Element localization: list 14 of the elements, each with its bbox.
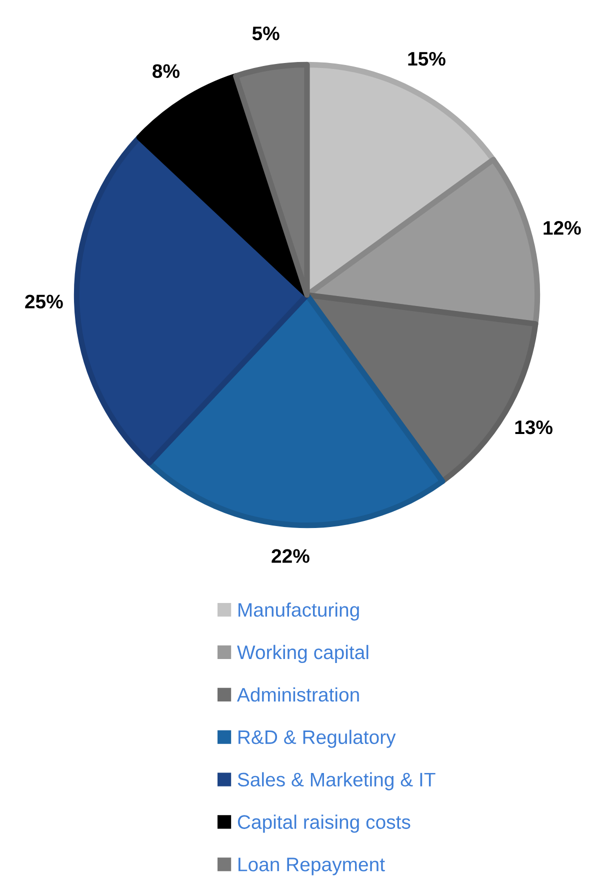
data-label: 8% — [152, 64, 180, 78]
legend-label: Sales & Marketing & IT — [238, 772, 436, 790]
data-label: 13% — [515, 420, 552, 434]
data-label: 5% — [252, 26, 280, 40]
legend-label: Working capital — [237, 644, 368, 664]
legend-label: Capital raising costs — [238, 814, 410, 833]
legend-label: Administration — [236, 687, 359, 702]
data-label: 12% — [544, 220, 581, 235]
legend-label: Loan Repayment — [238, 858, 385, 876]
legend-label: Manufacturing — [238, 602, 359, 621]
data-label: 25% — [25, 294, 63, 308]
data-label: 15% — [408, 52, 446, 66]
legend-label: R&D & Regulatory — [238, 730, 396, 748]
data-label: 22% — [272, 549, 310, 563]
